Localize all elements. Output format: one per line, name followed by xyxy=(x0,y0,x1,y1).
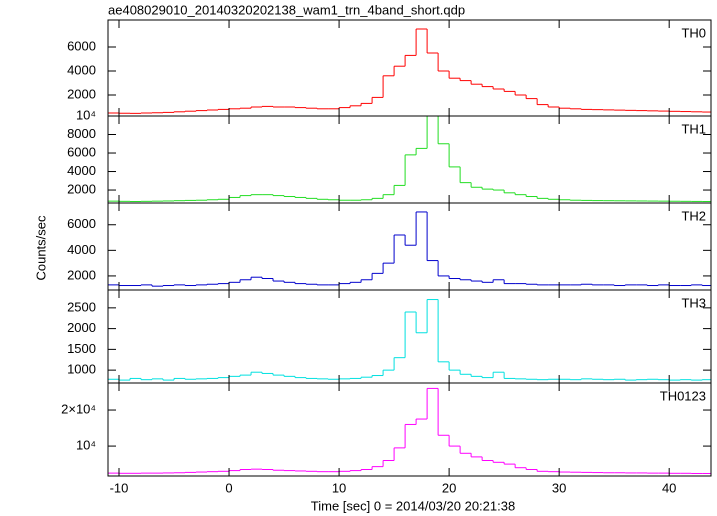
x-tick-label: -10 xyxy=(110,480,129,495)
x-tick-label: 40 xyxy=(662,480,676,495)
chart-title: ae408029010_20140320202138_wam1_trn_4ban… xyxy=(108,2,465,17)
y-tick-label: 6000 xyxy=(67,144,96,159)
panel-frame xyxy=(107,202,712,291)
panel-data xyxy=(108,116,711,203)
y-tick-label: 2000 xyxy=(67,320,96,335)
step-connector xyxy=(118,29,703,114)
y-tick-label: 4000 xyxy=(67,62,96,77)
y-axis-label: Counts/sec xyxy=(33,215,48,281)
y-tick-label: 2×10⁴ xyxy=(61,401,96,416)
y-tick-label: 4000 xyxy=(67,242,96,257)
panel-data xyxy=(108,299,711,381)
panel-frame xyxy=(107,289,712,384)
y-tick-label: 10⁴ xyxy=(76,438,96,453)
y-tick-label: 6000 xyxy=(67,38,96,53)
step-connector xyxy=(118,388,692,474)
panel-label: TH0 xyxy=(681,25,706,40)
y-tick-label: 2500 xyxy=(67,299,96,314)
x-tick-label: 20 xyxy=(442,480,456,495)
panel-data xyxy=(108,28,711,114)
panel-data xyxy=(108,387,711,474)
y-tick-label: 1000 xyxy=(67,362,96,377)
y-tick-label: 2000 xyxy=(67,267,96,282)
panel-frame xyxy=(107,19,712,117)
y-tick-label: 6000 xyxy=(67,216,96,231)
step-connector xyxy=(118,116,703,202)
y-tick-label: 2000 xyxy=(67,86,96,101)
x-tick-label: 30 xyxy=(552,480,566,495)
y-tick-label: 10⁴ xyxy=(76,107,96,122)
panel-label: TH3 xyxy=(681,295,706,310)
panel-label: TH0123 xyxy=(660,388,706,403)
panel-label: TH2 xyxy=(681,208,706,223)
x-tick-label: 0 xyxy=(225,480,232,495)
step-connector xyxy=(118,211,703,287)
y-tick-label: 1500 xyxy=(67,341,96,356)
x-tick-label: 10 xyxy=(332,480,346,495)
x-axis-label: Time [sec] 0 = 2014/03/20 20:21:38 xyxy=(311,498,515,513)
panel-frame xyxy=(107,115,712,204)
y-tick-label: 4000 xyxy=(67,163,96,178)
panel-data xyxy=(108,211,711,287)
panel-label: TH1 xyxy=(681,121,706,136)
y-tick-label: 8000 xyxy=(67,126,96,141)
panel-frame xyxy=(107,382,712,477)
y-tick-label: 2000 xyxy=(67,181,96,196)
